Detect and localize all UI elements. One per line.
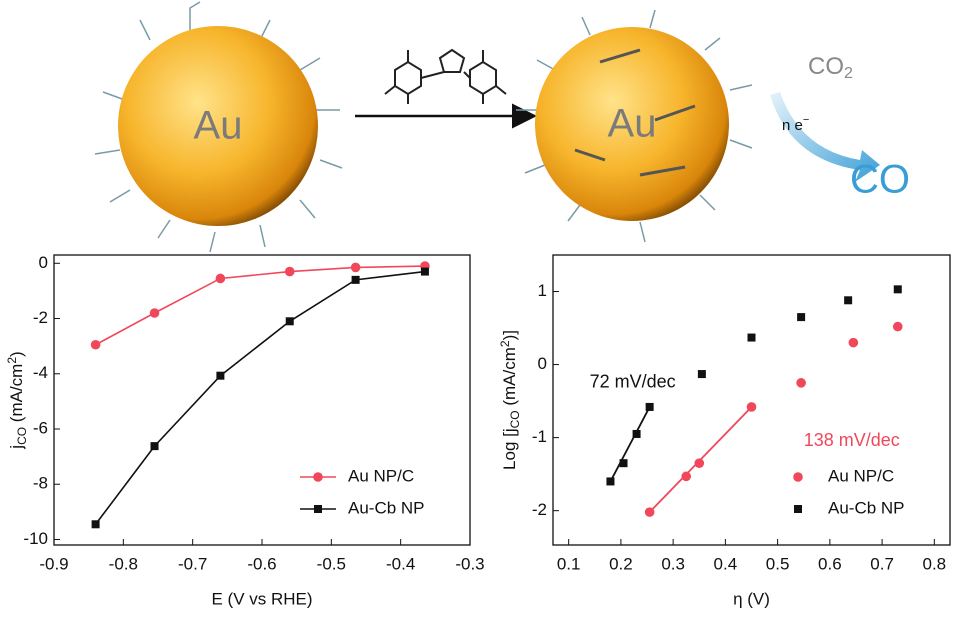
electron-label: n e−: [782, 114, 809, 134]
marker: [606, 477, 615, 486]
y-tick-label: -2: [532, 500, 547, 519]
x-tick-label: -0.9: [39, 554, 68, 573]
y-tick-label: -1: [532, 427, 547, 446]
surface-ligands: [574, 48, 696, 177]
series-line: [95, 265, 425, 346]
y-axis-label-part: j: [7, 445, 26, 450]
legend-marker: [794, 505, 802, 513]
series-line: [94, 270, 426, 525]
y-axis-label-part: (mA/cm: [500, 347, 519, 410]
y-tick-label: -2: [33, 308, 48, 327]
y-axis-label-part: ): [7, 351, 26, 357]
marker: [892, 321, 903, 332]
x-axis-label: E (V vs RHE): [211, 589, 312, 608]
slope-annotation: 72 mV/dec: [590, 372, 676, 392]
particle-label: Au: [608, 102, 657, 146]
fit-line: [609, 406, 651, 482]
x-axis-label: η (V): [733, 589, 770, 608]
legend-label: Au-Cb NP: [348, 498, 425, 517]
conversion-arrow: [770, 92, 880, 182]
marker: [285, 317, 294, 326]
marker: [90, 339, 101, 350]
legend-marker: [313, 472, 323, 482]
marker: [619, 459, 628, 468]
marker: [149, 308, 160, 318]
gold-particle: [118, 26, 318, 226]
x-tick-label: -0.3: [455, 554, 484, 573]
legend-label: Au NP/C: [348, 466, 414, 485]
schematic: Au Au CO2 n e− CO: [94, 1, 910, 253]
y-axis-label-part: 2: [498, 340, 512, 347]
x-tick-label: -0.5: [317, 554, 346, 573]
y-axis-label-part: CO: [508, 410, 522, 428]
x-tick-label: -0.7: [178, 554, 207, 573]
y-axis-label-part: (mA/cm: [7, 364, 26, 427]
legend-marker: [793, 472, 803, 482]
legend-label: Au-Cb NP: [828, 498, 905, 517]
y-axis-label-part: )]: [500, 330, 519, 340]
x-tick-label: -0.8: [109, 554, 138, 573]
molecule: [384, 48, 507, 104]
marker: [150, 442, 159, 451]
marker: [351, 275, 360, 284]
marker: [216, 371, 225, 380]
marker: [848, 337, 859, 348]
marker: [697, 370, 706, 379]
marker: [694, 458, 705, 468]
marker: [644, 507, 655, 517]
marker: [215, 273, 226, 284]
y-tick-label: -8: [33, 474, 48, 493]
y-axis-label-part: CO: [15, 427, 29, 445]
x-tick-label: 0.5: [766, 554, 790, 573]
x-tick-label: 0.7: [870, 554, 894, 573]
y-tick-label: -10: [23, 529, 48, 548]
x-tick-label: 0.1: [557, 554, 581, 573]
legend-marker: [314, 505, 322, 513]
y-axis-label: jCO (mA/cm2): [5, 351, 29, 449]
plot-frame: [552, 254, 951, 546]
x-tick-label: 0.4: [714, 554, 738, 573]
y-axis-label-part: 2: [5, 357, 19, 364]
x-tick-label: 0.8: [923, 554, 947, 573]
marker: [797, 313, 806, 322]
y-tick-label: 0: [538, 354, 547, 373]
x-tick-label: -0.4: [386, 554, 415, 573]
gold-particle: [535, 27, 729, 221]
marker: [350, 262, 361, 273]
marker: [796, 378, 806, 388]
ligands: [94, 1, 343, 253]
marker: [844, 296, 853, 305]
y-tick-label: -4: [33, 363, 48, 382]
y-axis-label: Log [jCO (mA/cm2)]: [498, 330, 522, 470]
y-tick-label: 1: [538, 281, 547, 300]
marker: [420, 267, 429, 276]
y-tick-label: -6: [33, 418, 48, 437]
slope-annotation: 138 mV/dec: [804, 430, 900, 450]
y-tick-label: 0: [39, 253, 48, 272]
x-tick-label: 0.6: [818, 554, 842, 573]
y-axis-label-part: Log [j: [500, 428, 519, 470]
x-tick-label: 0.3: [661, 554, 685, 573]
marker: [746, 402, 757, 412]
x-tick-label: -0.6: [247, 554, 276, 573]
marker: [284, 266, 295, 277]
marker: [893, 285, 902, 294]
x-tick-label: 0.2: [609, 554, 633, 573]
marker: [747, 333, 756, 342]
product-label: CO: [850, 158, 910, 202]
carbene-ligands: [516, 9, 753, 243]
particle-label: Au: [194, 104, 243, 148]
reactant-label: CO2: [808, 53, 853, 82]
marker: [645, 402, 654, 411]
marker: [632, 429, 641, 438]
marker: [681, 471, 692, 482]
marker: [91, 520, 100, 529]
legend-label: Au NP/C: [828, 466, 894, 485]
